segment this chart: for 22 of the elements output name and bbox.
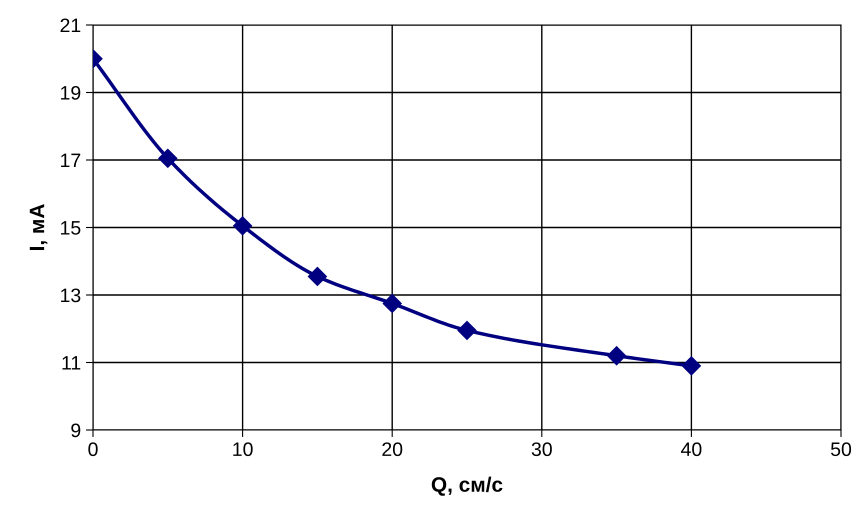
y-tick-label: 21: [60, 18, 80, 32]
point: [682, 356, 701, 376]
point: [233, 216, 252, 236]
y-tick-label: 9: [71, 423, 80, 438]
x-axis-title: Q, см/с: [432, 476, 502, 496]
y-tick-label: 19: [61, 86, 80, 100]
point: [308, 266, 327, 286]
point: [457, 320, 477, 340]
x-tick-label: 10: [233, 442, 253, 456]
x-tick-label: 0: [88, 442, 98, 456]
point: [607, 346, 626, 366]
x-tick-label: 20: [382, 442, 402, 456]
y-tick-label: 17: [61, 154, 80, 168]
y-axis-title: I, мА: [30, 204, 48, 250]
point: [382, 294, 402, 313]
x-tick-label: 40: [681, 442, 702, 456]
x-tick-label: 50: [830, 442, 852, 456]
y-tick-label: 11: [62, 356, 80, 370]
y-tick-label: 13: [61, 288, 80, 302]
y-tick-label: 15: [61, 221, 80, 235]
point: [158, 148, 178, 168]
x-tick-label: 30: [532, 442, 552, 456]
